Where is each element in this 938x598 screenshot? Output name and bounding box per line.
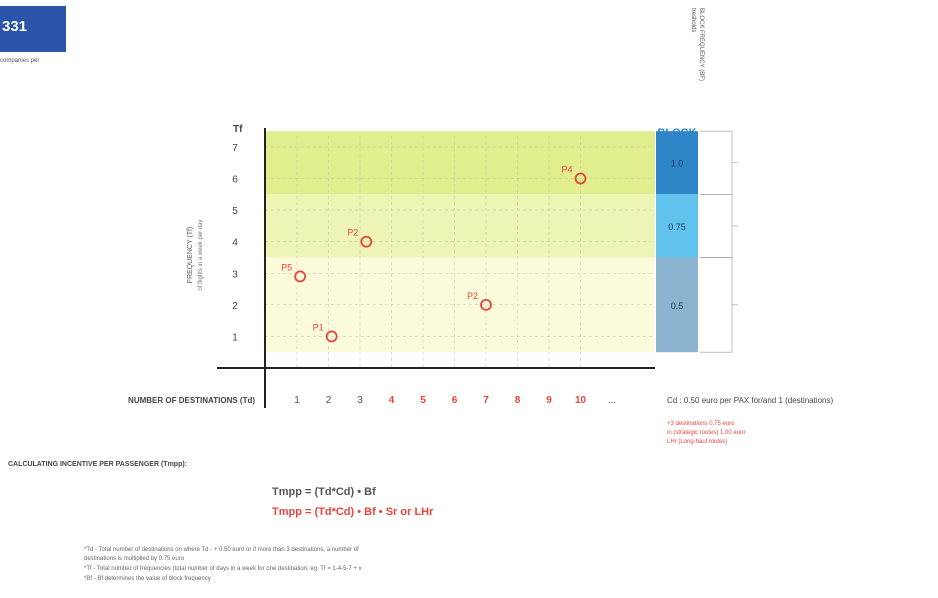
block-title: BLOCK bbox=[657, 127, 696, 139]
x-tick-label: 3 bbox=[357, 395, 363, 406]
footnote: destinations is multiplied by 0.75 euro bbox=[84, 556, 185, 562]
data-point-label: P2 bbox=[347, 228, 358, 238]
block-level bbox=[656, 194, 698, 258]
page-badge: 331 bbox=[0, 6, 66, 52]
frequency-zone bbox=[265, 131, 655, 195]
x-tick-label: 2 bbox=[326, 395, 332, 406]
formula-extended: Tmpp = (Td*Cd) • Bf • Sr or LHr bbox=[272, 506, 434, 518]
data-point bbox=[325, 330, 338, 343]
route-note: LHr (Long-haul routes) bbox=[667, 439, 728, 445]
route-note: in (strategic routes) 1.00 euro bbox=[667, 430, 746, 436]
x-tick-label: 8 bbox=[515, 395, 521, 406]
y-tick-label: 1 bbox=[232, 332, 238, 343]
block-bracket bbox=[700, 194, 733, 258]
y-tick-label: 3 bbox=[232, 269, 238, 280]
x-tick-label: 10 bbox=[575, 395, 587, 406]
route-note: +3 destinations 0.75 euro bbox=[667, 421, 735, 427]
footnote: *Tf - Total number of frequencies (total… bbox=[84, 566, 362, 572]
y-tick-label: 5 bbox=[232, 206, 238, 217]
data-point-label: P5 bbox=[281, 262, 292, 272]
x-tick-label: 4 bbox=[389, 395, 395, 406]
x-tick-label: 6 bbox=[452, 395, 458, 406]
x-tick-label: 9 bbox=[546, 395, 552, 406]
badge-subtitle: companies per bbox=[0, 58, 40, 64]
data-point-label: P2 bbox=[467, 291, 478, 301]
block-level-label: 0.5 bbox=[671, 301, 684, 311]
data-point bbox=[574, 172, 587, 185]
data-point bbox=[294, 270, 307, 283]
frequency-zone bbox=[265, 194, 655, 258]
cost-per-destination-label: Cd : 0.50 euro per PAX for/and 1 (destin… bbox=[667, 396, 834, 405]
calculating-label: CALCULATING INCENTIVE PER PASSENGER (Tmp… bbox=[8, 461, 188, 468]
x-tick-label: 1 bbox=[294, 395, 300, 406]
data-point-label: P4 bbox=[561, 165, 572, 175]
footnote: *Td - Total number of destinations on wh… bbox=[84, 547, 359, 553]
block-level-label: 1.0 bbox=[671, 159, 684, 169]
y-axis-title: Tf bbox=[233, 124, 243, 135]
y-axis-sublabel: of flights in a week per day bbox=[198, 219, 204, 290]
y-axis-label: FREQUENCY (Tf) bbox=[187, 227, 194, 284]
data-point bbox=[480, 298, 492, 311]
block-level bbox=[656, 131, 698, 195]
data-point-label: P1 bbox=[313, 322, 324, 332]
data-point bbox=[360, 235, 373, 248]
footnote: *Bf - Bf determines the value of block f… bbox=[84, 576, 211, 582]
x-tick-label: 7 bbox=[483, 395, 489, 406]
x-tick-label: 5 bbox=[420, 395, 426, 406]
frequency-destinations-chart: 1 2 3 4 5 6 7 1 2 3 4 5 6 7 8 9 10... 1.0 0.75 0.5 P1 P2 P5… bbox=[128, 124, 834, 408]
block-level-label: 0.75 bbox=[668, 222, 686, 232]
formula-basic: Tmpp = (Td*Cd) • Bf bbox=[272, 486, 376, 498]
block-bracket bbox=[700, 130, 733, 195]
route-notes: +3 destinations 0.75 euro in (strategic … bbox=[667, 420, 745, 447]
x-tick-label: ... bbox=[608, 395, 616, 406]
block-bracket bbox=[700, 257, 733, 353]
block-level bbox=[656, 257, 698, 353]
y-tick-label: 7 bbox=[232, 143, 238, 154]
y-tick-label: 2 bbox=[232, 301, 238, 312]
y-tick-label: 4 bbox=[232, 238, 238, 249]
x-axis-label: NUMBER OF DESTINATIONS (Td) bbox=[128, 396, 255, 405]
y-tick-label: 6 bbox=[232, 175, 238, 186]
